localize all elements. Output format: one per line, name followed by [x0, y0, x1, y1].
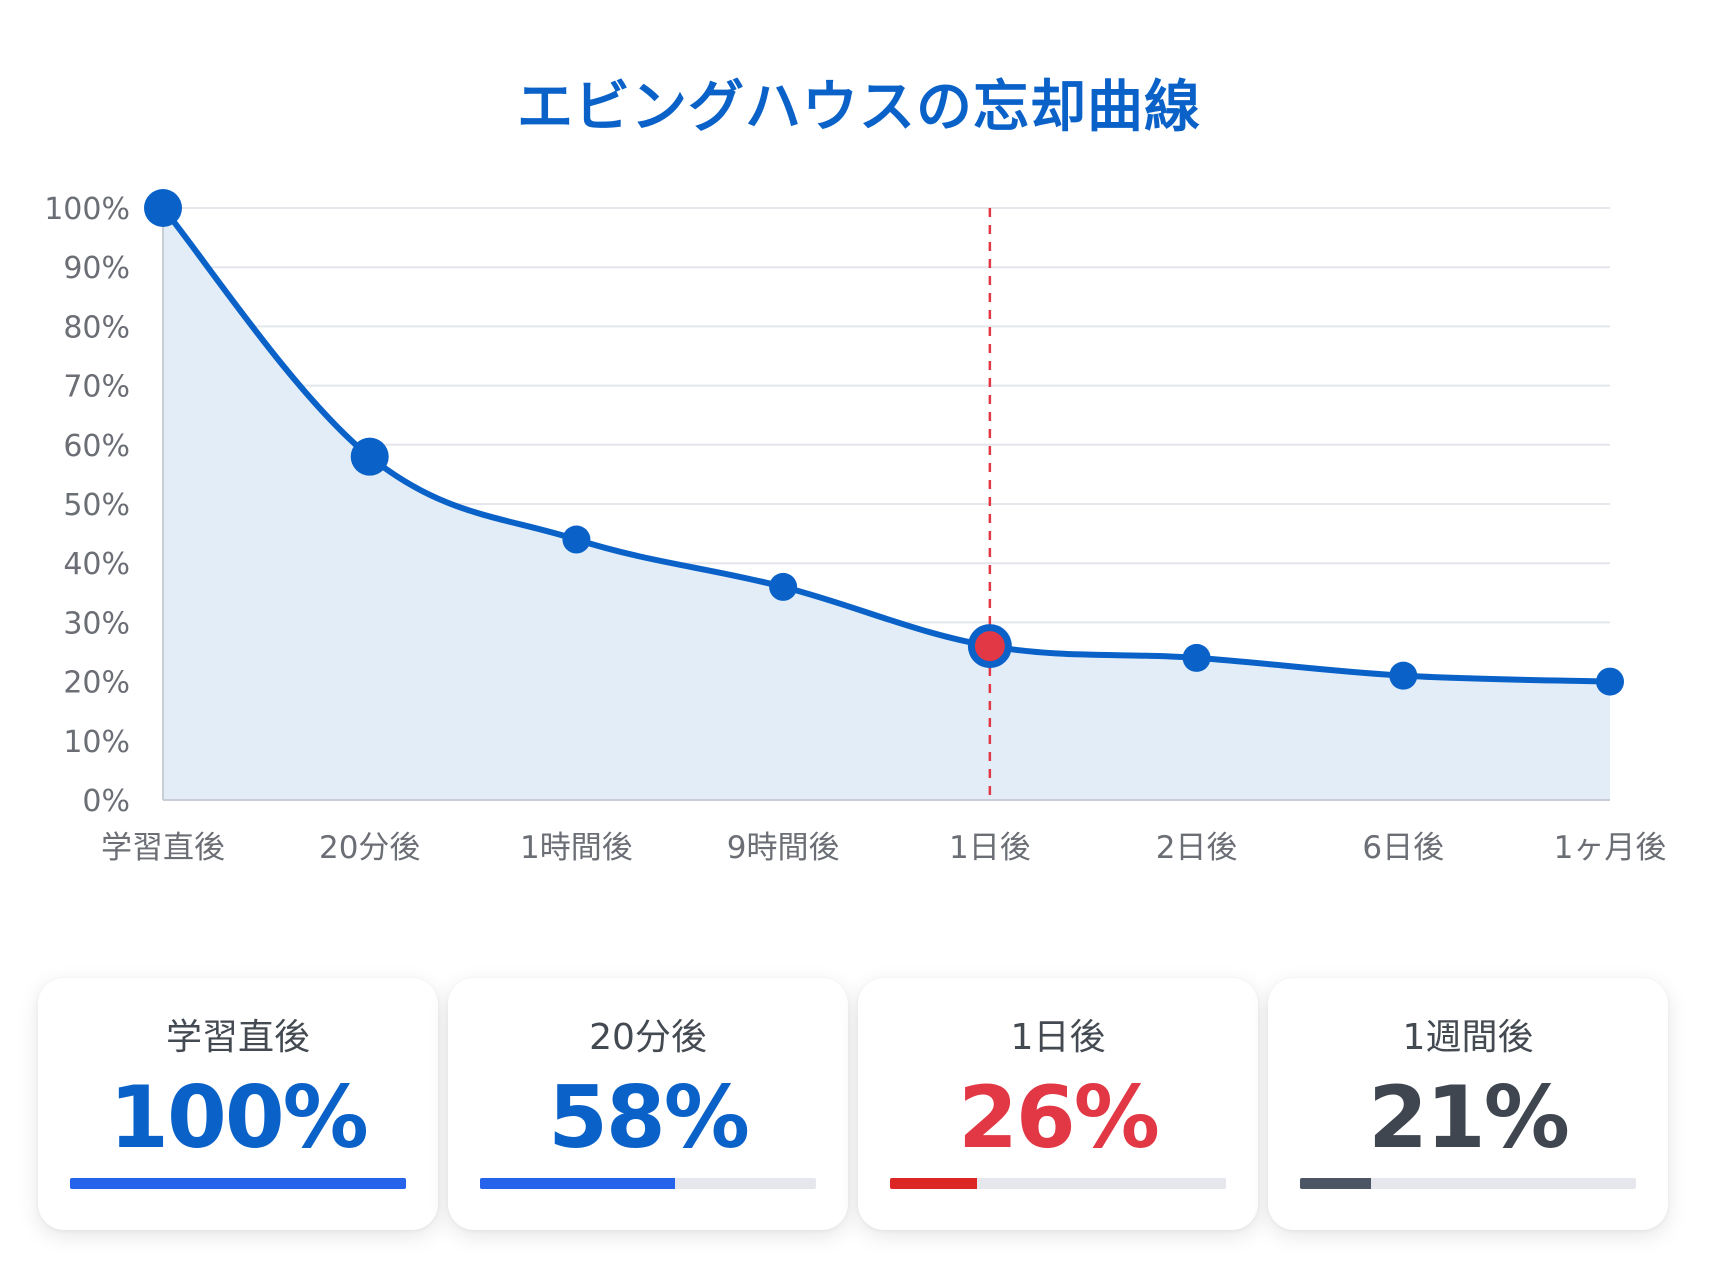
stat-value: 21% — [1368, 1068, 1570, 1168]
y-tick-label: 100% — [44, 192, 130, 227]
stat-progress-fill — [890, 1178, 978, 1189]
data-point — [144, 189, 182, 227]
y-tick-label: 60% — [63, 429, 130, 464]
x-tick-label: 20分後 — [319, 830, 420, 866]
stat-label: 20分後 — [589, 1017, 707, 1058]
stat-progress-fill — [70, 1178, 406, 1189]
y-tick-label: 20% — [63, 666, 130, 701]
x-tick-label: 学習直後 — [101, 830, 225, 866]
y-tick-label: 80% — [63, 310, 130, 345]
y-tick-label: 90% — [63, 251, 130, 286]
x-tick-label: 1日後 — [949, 830, 1031, 866]
y-tick-label: 40% — [63, 547, 130, 582]
stat-progress-fill — [1300, 1178, 1371, 1189]
stat-value: 100% — [109, 1068, 369, 1168]
data-point — [769, 572, 798, 601]
stat-progress-track — [480, 1178, 816, 1189]
stat-card-immediate: 学習直後 100% — [38, 978, 438, 1230]
stat-progress-track — [890, 1178, 1226, 1189]
stat-label: 学習直後 — [165, 1017, 310, 1058]
stats-row: 学習直後 100% 20分後 58% 1日後 26% 1週間後 21% — [38, 978, 1680, 1232]
data-point — [1182, 643, 1211, 672]
y-tick-label: 30% — [63, 606, 130, 641]
stat-value: 26% — [958, 1068, 1160, 1168]
x-tick-label: 1ヶ月後 — [1554, 830, 1667, 866]
x-tick-label: 6日後 — [1362, 830, 1444, 866]
stat-progress-track — [1300, 1178, 1636, 1189]
stat-value: 58% — [548, 1068, 750, 1168]
stat-card-1day: 1日後 26% — [858, 978, 1258, 1230]
y-tick-label: 70% — [63, 370, 130, 405]
stat-card-1week: 1週間後 21% — [1268, 978, 1668, 1230]
x-tick-label: 2日後 — [1156, 830, 1238, 866]
data-point — [1389, 661, 1418, 690]
stat-label: 1日後 — [1010, 1017, 1106, 1058]
stat-card-20min: 20分後 58% — [448, 978, 848, 1230]
data-point — [562, 525, 591, 554]
stat-progress-fill — [480, 1178, 675, 1189]
y-tick-label: 0% — [82, 784, 130, 819]
y-tick-label: 10% — [63, 725, 130, 760]
area-fill — [163, 208, 1610, 800]
x-tick-label: 1時間後 — [520, 830, 633, 866]
data-point — [1596, 667, 1624, 696]
stat-label: 1週間後 — [1402, 1017, 1534, 1058]
stat-progress-track — [70, 1178, 406, 1189]
y-tick-label: 50% — [63, 488, 130, 523]
data-point — [350, 437, 389, 476]
chart-title: エビングハウスの忘却曲線 — [517, 75, 1201, 140]
highlight-point — [974, 631, 1005, 662]
forgetting-curve-chart: 0% 10% 20% 30% 40% 50% 60% 70% 80% 90% 100% 学習直後 20分… — [44, 189, 1667, 866]
x-tick-label: 9時間後 — [727, 830, 840, 866]
